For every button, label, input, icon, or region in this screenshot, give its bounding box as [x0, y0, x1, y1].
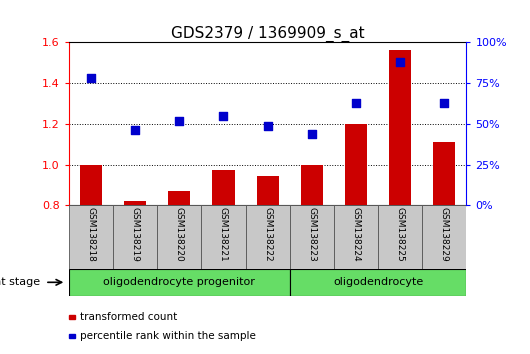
Bar [334, 205, 378, 269]
Point [219, 113, 228, 119]
Bar [213, 170, 234, 205]
Bar [422, 205, 466, 269]
Bar [290, 269, 466, 296]
Text: GSM138223: GSM138223 [307, 207, 316, 262]
Text: development stage: development stage [0, 277, 40, 287]
Bar [80, 165, 102, 205]
Bar [257, 176, 279, 205]
Bar [290, 205, 334, 269]
Bar [389, 50, 411, 205]
Point [307, 131, 316, 137]
Title: GDS2379 / 1369909_s_at: GDS2379 / 1369909_s_at [171, 26, 365, 42]
Point [440, 100, 448, 105]
Point [352, 100, 360, 105]
Text: GSM138221: GSM138221 [219, 207, 228, 262]
Bar [201, 205, 245, 269]
Point [131, 127, 139, 133]
Bar [69, 205, 113, 269]
Text: GSM138220: GSM138220 [175, 207, 184, 262]
Bar [245, 205, 290, 269]
Bar [69, 269, 290, 296]
Point [396, 59, 404, 65]
Bar [69, 334, 75, 338]
Text: GSM138224: GSM138224 [351, 207, 360, 262]
Text: transformed count: transformed count [80, 312, 176, 322]
Text: GSM138225: GSM138225 [396, 207, 404, 262]
Point [175, 118, 183, 124]
Point [87, 75, 95, 81]
Text: percentile rank within the sample: percentile rank within the sample [80, 331, 255, 341]
Text: oligodendrocyte progenitor: oligodendrocyte progenitor [103, 277, 255, 287]
Bar [113, 205, 157, 269]
Bar [434, 142, 455, 205]
Text: oligodendrocyte: oligodendrocyte [333, 277, 423, 287]
Text: GSM138229: GSM138229 [440, 207, 449, 262]
Bar [157, 205, 201, 269]
Bar [69, 315, 75, 319]
Bar [345, 124, 367, 205]
Text: GSM138219: GSM138219 [131, 207, 139, 262]
Text: GSM138218: GSM138218 [86, 207, 95, 262]
Bar [168, 191, 190, 205]
Bar [378, 205, 422, 269]
Point [263, 123, 272, 129]
Bar [301, 165, 323, 205]
Text: GSM138222: GSM138222 [263, 207, 272, 262]
Bar [124, 201, 146, 205]
